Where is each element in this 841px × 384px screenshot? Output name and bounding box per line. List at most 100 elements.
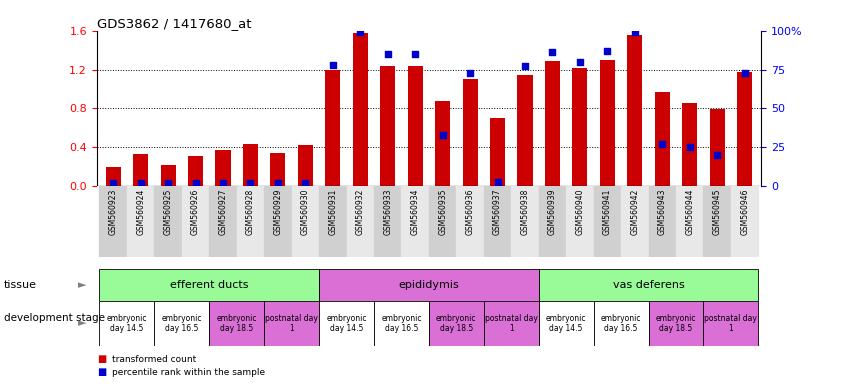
Text: GSM560929: GSM560929 — [273, 189, 283, 235]
Bar — [401, 186, 429, 257]
Bar — [594, 186, 621, 257]
Bar — [463, 79, 478, 186]
Bar — [106, 167, 121, 186]
Text: tissue: tissue — [4, 280, 37, 290]
Text: embryonic
day 18.5: embryonic day 18.5 — [436, 314, 477, 333]
Bar — [325, 70, 341, 186]
Text: embryonic
day 18.5: embryonic day 18.5 — [216, 314, 257, 333]
Bar — [490, 118, 505, 186]
Point — [628, 29, 642, 35]
Bar — [484, 186, 511, 257]
Text: GSM560928: GSM560928 — [246, 189, 255, 235]
Bar — [346, 186, 374, 257]
Text: GSM560944: GSM560944 — [685, 189, 694, 235]
Text: epididymis: epididymis — [399, 280, 459, 290]
Point — [161, 180, 175, 186]
Bar — [374, 186, 401, 257]
Bar — [710, 109, 725, 186]
Text: vas deferens: vas deferens — [612, 280, 685, 290]
Bar — [655, 92, 669, 186]
Bar — [209, 186, 236, 257]
Text: ►: ► — [78, 318, 87, 329]
Bar — [292, 186, 319, 257]
Point — [134, 180, 147, 186]
Text: GSM560923: GSM560923 — [108, 189, 118, 235]
Point — [271, 180, 284, 186]
Bar — [270, 153, 285, 186]
Text: GSM560930: GSM560930 — [301, 189, 309, 235]
Text: transformed count: transformed count — [112, 354, 196, 364]
Bar — [566, 186, 594, 257]
Text: GSM560933: GSM560933 — [383, 189, 392, 235]
Bar — [352, 33, 368, 186]
Point — [463, 70, 477, 76]
Bar — [737, 71, 752, 186]
Bar — [298, 146, 313, 186]
Text: GSM560938: GSM560938 — [521, 189, 530, 235]
Text: GSM560946: GSM560946 — [740, 189, 749, 235]
Text: GSM560932: GSM560932 — [356, 189, 365, 235]
Bar — [99, 269, 319, 301]
Point — [711, 152, 724, 158]
Bar — [435, 101, 450, 186]
Bar — [676, 186, 703, 257]
Point — [299, 180, 312, 186]
Point — [491, 179, 505, 185]
Bar — [511, 186, 539, 257]
Bar — [648, 186, 676, 257]
Point — [574, 59, 587, 65]
Text: ►: ► — [78, 280, 87, 290]
Bar — [627, 35, 643, 186]
Bar — [731, 186, 759, 257]
Bar — [215, 150, 230, 186]
Text: GSM560931: GSM560931 — [328, 189, 337, 235]
Bar — [182, 186, 209, 257]
Bar — [517, 75, 532, 186]
Text: GSM560925: GSM560925 — [164, 189, 172, 235]
Text: GSM560926: GSM560926 — [191, 189, 200, 235]
Bar — [703, 301, 759, 346]
Point — [107, 180, 120, 186]
Text: percentile rank within the sample: percentile rank within the sample — [112, 368, 265, 377]
Text: GSM560934: GSM560934 — [410, 189, 420, 235]
Bar — [457, 186, 484, 257]
Bar — [682, 103, 697, 186]
Bar — [539, 186, 566, 257]
Text: embryonic
day 18.5: embryonic day 18.5 — [656, 314, 696, 333]
Text: GSM560942: GSM560942 — [630, 189, 639, 235]
Bar — [573, 68, 588, 186]
Bar — [99, 186, 127, 257]
Text: GSM560935: GSM560935 — [438, 189, 447, 235]
Bar — [99, 301, 155, 346]
Text: GSM560941: GSM560941 — [603, 189, 612, 235]
Text: GSM560945: GSM560945 — [712, 189, 722, 235]
Bar — [621, 186, 648, 257]
Bar — [243, 144, 258, 186]
Bar — [133, 154, 148, 186]
Bar — [161, 165, 176, 186]
Bar — [545, 61, 560, 186]
Text: GSM560943: GSM560943 — [658, 189, 667, 235]
Bar — [429, 186, 457, 257]
Bar — [380, 66, 395, 186]
Bar — [429, 301, 484, 346]
Bar — [127, 186, 155, 257]
Point — [216, 180, 230, 186]
Text: GDS3862 / 1417680_at: GDS3862 / 1417680_at — [97, 17, 251, 30]
Bar — [155, 301, 209, 346]
Bar — [209, 301, 264, 346]
Text: GSM560939: GSM560939 — [548, 189, 557, 235]
Text: ■: ■ — [97, 367, 106, 377]
Point — [326, 62, 340, 68]
Text: embryonic
day 16.5: embryonic day 16.5 — [600, 314, 642, 333]
Bar — [539, 269, 759, 301]
Bar — [188, 156, 203, 186]
Text: postnatal day
1: postnatal day 1 — [265, 314, 318, 333]
Bar — [594, 301, 648, 346]
Point — [436, 132, 449, 138]
Bar — [264, 301, 319, 346]
Text: embryonic
day 14.5: embryonic day 14.5 — [546, 314, 586, 333]
Bar — [539, 301, 594, 346]
Text: GSM560937: GSM560937 — [493, 189, 502, 235]
Bar — [236, 186, 264, 257]
